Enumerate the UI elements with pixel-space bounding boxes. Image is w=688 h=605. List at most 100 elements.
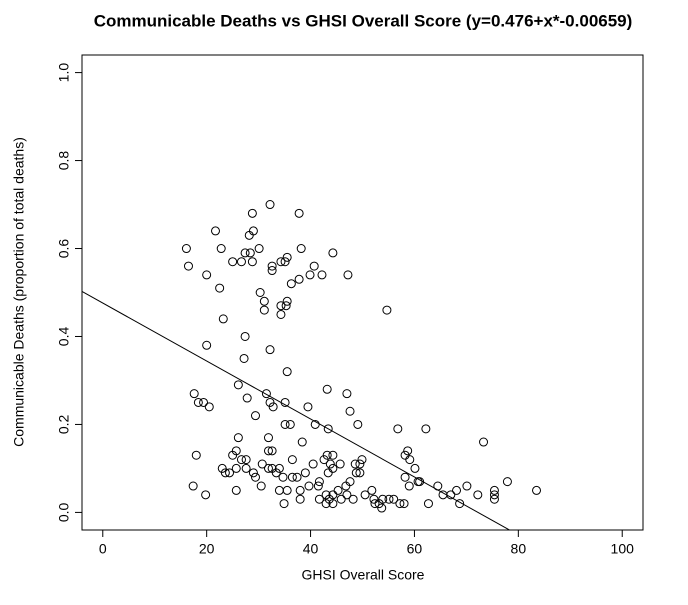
point <box>355 459 365 469</box>
point <box>345 477 355 487</box>
point <box>403 446 413 456</box>
point <box>183 261 193 271</box>
point <box>259 296 269 306</box>
point <box>395 499 405 509</box>
point <box>263 446 273 456</box>
point <box>276 257 286 267</box>
point <box>261 389 271 399</box>
point <box>282 252 292 262</box>
point <box>294 274 304 284</box>
point <box>257 459 267 469</box>
point <box>353 419 363 429</box>
point <box>241 463 251 473</box>
point <box>351 468 361 478</box>
point <box>399 499 409 509</box>
point <box>328 450 338 460</box>
y-tick-label: 1.0 <box>56 63 72 83</box>
point <box>502 477 512 487</box>
x-tick-label: 100 <box>611 541 635 557</box>
point <box>181 244 191 254</box>
point <box>202 340 212 350</box>
point <box>400 472 410 482</box>
point <box>189 389 199 399</box>
point <box>254 244 264 254</box>
point <box>215 283 225 293</box>
point <box>188 481 198 491</box>
point <box>342 490 352 500</box>
point <box>231 485 241 495</box>
point <box>282 485 292 495</box>
point <box>455 499 465 509</box>
point <box>245 248 255 258</box>
point <box>343 270 353 280</box>
point <box>300 468 310 478</box>
point <box>231 463 241 473</box>
point <box>250 472 260 482</box>
point <box>405 455 415 465</box>
point <box>350 459 360 469</box>
point <box>393 424 403 434</box>
point <box>268 402 278 412</box>
point <box>265 345 275 355</box>
point <box>204 402 214 412</box>
x-tick-label: 40 <box>303 541 319 557</box>
point <box>360 490 370 500</box>
point <box>236 455 246 465</box>
point <box>236 257 246 267</box>
x-axis-label: GHSI Overall Score <box>302 567 425 583</box>
point <box>333 485 343 495</box>
x-tick-label: 60 <box>407 541 423 557</box>
point <box>292 472 302 482</box>
point <box>296 244 306 254</box>
y-axis-label: Communicable Deaths (proportion of total… <box>11 137 27 447</box>
point <box>355 468 365 478</box>
regression-line <box>82 291 511 530</box>
point <box>295 485 305 495</box>
point <box>233 433 243 443</box>
point <box>267 261 277 271</box>
point <box>285 419 295 429</box>
point <box>479 437 489 447</box>
point <box>317 270 327 280</box>
point <box>336 494 346 504</box>
point <box>247 257 257 267</box>
point <box>247 208 257 218</box>
point <box>321 499 331 509</box>
point <box>309 261 319 271</box>
point <box>259 305 269 315</box>
point <box>263 463 273 473</box>
point <box>250 411 260 421</box>
point <box>287 472 297 482</box>
point <box>303 402 313 412</box>
point <box>239 353 249 363</box>
point <box>281 301 291 311</box>
point <box>233 380 243 390</box>
point <box>314 494 324 504</box>
point <box>267 446 277 456</box>
point <box>410 463 420 473</box>
point <box>415 477 425 487</box>
point <box>255 288 265 297</box>
point <box>305 270 315 280</box>
point <box>220 468 230 478</box>
chart-title: Communicable Deaths vs GHSI Overall Scor… <box>94 11 633 30</box>
point <box>473 490 483 500</box>
point <box>240 248 250 258</box>
point <box>256 481 266 491</box>
x-tick-label: 80 <box>511 541 527 557</box>
point <box>325 459 335 469</box>
point <box>274 485 284 495</box>
point <box>248 226 258 236</box>
point <box>370 499 380 509</box>
point <box>446 490 456 500</box>
point <box>378 494 388 504</box>
point <box>241 455 251 465</box>
point <box>294 208 304 218</box>
point <box>276 301 286 311</box>
point <box>369 494 379 504</box>
point <box>308 459 318 469</box>
point <box>345 406 355 416</box>
point <box>280 419 290 429</box>
point <box>218 314 228 324</box>
point <box>228 257 238 267</box>
